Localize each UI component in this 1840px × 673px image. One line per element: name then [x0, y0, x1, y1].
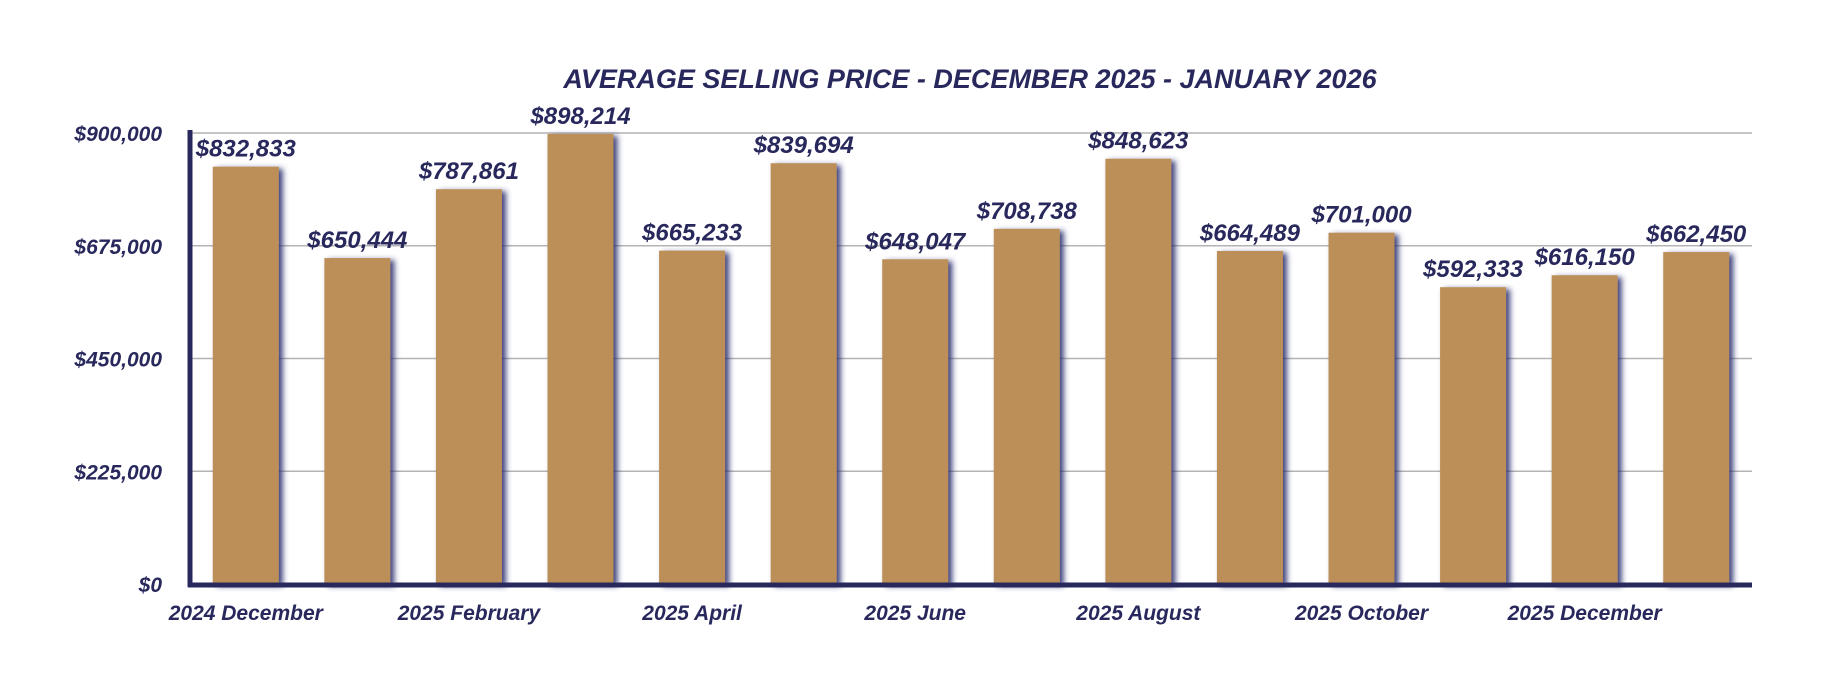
bar [1663, 252, 1730, 584]
bar [324, 258, 391, 584]
y-tick-labels: $0 $225,000 $450,000 $675,000 $900,000 [73, 123, 162, 597]
x-tick-label: 2025 April [641, 602, 743, 625]
bar [435, 189, 502, 584]
bar [212, 166, 279, 584]
x-tick-label: 2025 June [863, 602, 966, 625]
data-label: $665,233 [641, 220, 743, 247]
bar [882, 259, 949, 584]
data-label: $708,738 [976, 198, 1078, 225]
axes [187, 130, 1752, 588]
bar [1328, 232, 1395, 584]
data-label: $848,623 [1087, 128, 1189, 155]
bar [659, 250, 726, 584]
chart-title: AVERAGE SELLING PRICE - DECEMBER 2025 - … [562, 64, 1377, 94]
data-label: $616,150 [1534, 244, 1636, 271]
y-tick-label: $0 [138, 574, 163, 597]
data-labels: $832,833 $650,444 $787,861 $898,214 $665,233… [195, 103, 1747, 283]
y-tick-label: $450,000 [73, 349, 162, 372]
x-tick-label: 2025 August [1075, 602, 1201, 625]
data-label: $650,444 [306, 227, 407, 254]
bar [1216, 251, 1283, 584]
x-tick-label: 2025 October [1294, 602, 1430, 625]
data-label: $664,489 [1199, 220, 1301, 247]
data-label: $592,333 [1422, 256, 1524, 283]
data-label: $898,214 [529, 103, 630, 130]
data-label: $648,047 [864, 228, 967, 255]
y-tick-label: $675,000 [73, 236, 162, 259]
x-tick-label: 2025 December [1507, 602, 1664, 625]
bar [547, 133, 614, 584]
y-tick-label: $900,000 [73, 123, 162, 146]
data-label: $787,861 [418, 158, 519, 185]
x-tick-labels: 2024 December 2025 February 2025 April 2025… [168, 602, 1664, 625]
bars [212, 133, 1730, 584]
data-label: $839,694 [753, 132, 854, 159]
bar [1551, 275, 1618, 584]
data-label: $701,000 [1310, 202, 1412, 229]
bar [993, 228, 1060, 584]
x-tick-label: 2024 December [168, 602, 325, 625]
data-label: $832,833 [195, 136, 297, 163]
bar [1440, 287, 1507, 584]
data-label: $662,450 [1645, 221, 1747, 248]
y-tick-label: $225,000 [73, 461, 162, 484]
bar [1105, 158, 1172, 584]
x-tick-label: 2025 February [397, 602, 542, 625]
bar [770, 163, 837, 584]
